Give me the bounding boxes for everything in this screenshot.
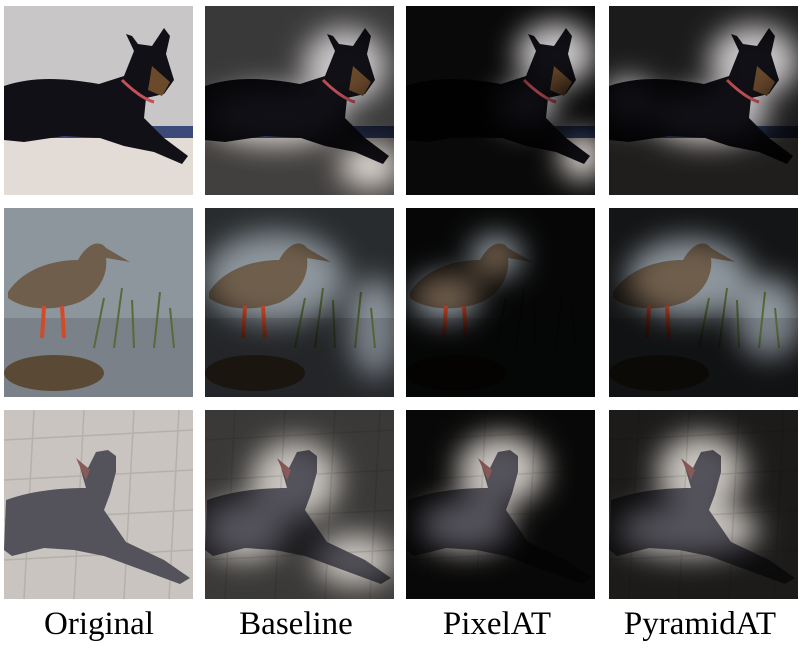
column-labels: Original Baseline PixelAT PyramidAT (0, 604, 801, 648)
image-baseline-dog (205, 6, 394, 195)
figure-grid (4, 6, 798, 599)
image-pyramidat-dog (609, 6, 798, 195)
image-pixelat-dog (406, 6, 595, 195)
image-original-hairless-dog (4, 410, 193, 599)
image-baseline-hairless-dog (205, 410, 394, 599)
column-label-pyramidat: PyramidAT (623, 606, 777, 642)
image-pixelat-bird (406, 208, 595, 397)
image-pyramidat-hairless-dog (609, 410, 798, 599)
column-label-pixelat: PixelAT (442, 606, 552, 642)
image-original-dog (4, 6, 193, 195)
image-original-bird (4, 208, 193, 397)
column-label-baseline: Baseline (239, 606, 353, 642)
column-label-original: Original (44, 606, 154, 642)
image-pyramidat-bird (609, 208, 798, 397)
image-baseline-bird (205, 208, 394, 397)
image-pixelat-hairless-dog (406, 410, 595, 599)
